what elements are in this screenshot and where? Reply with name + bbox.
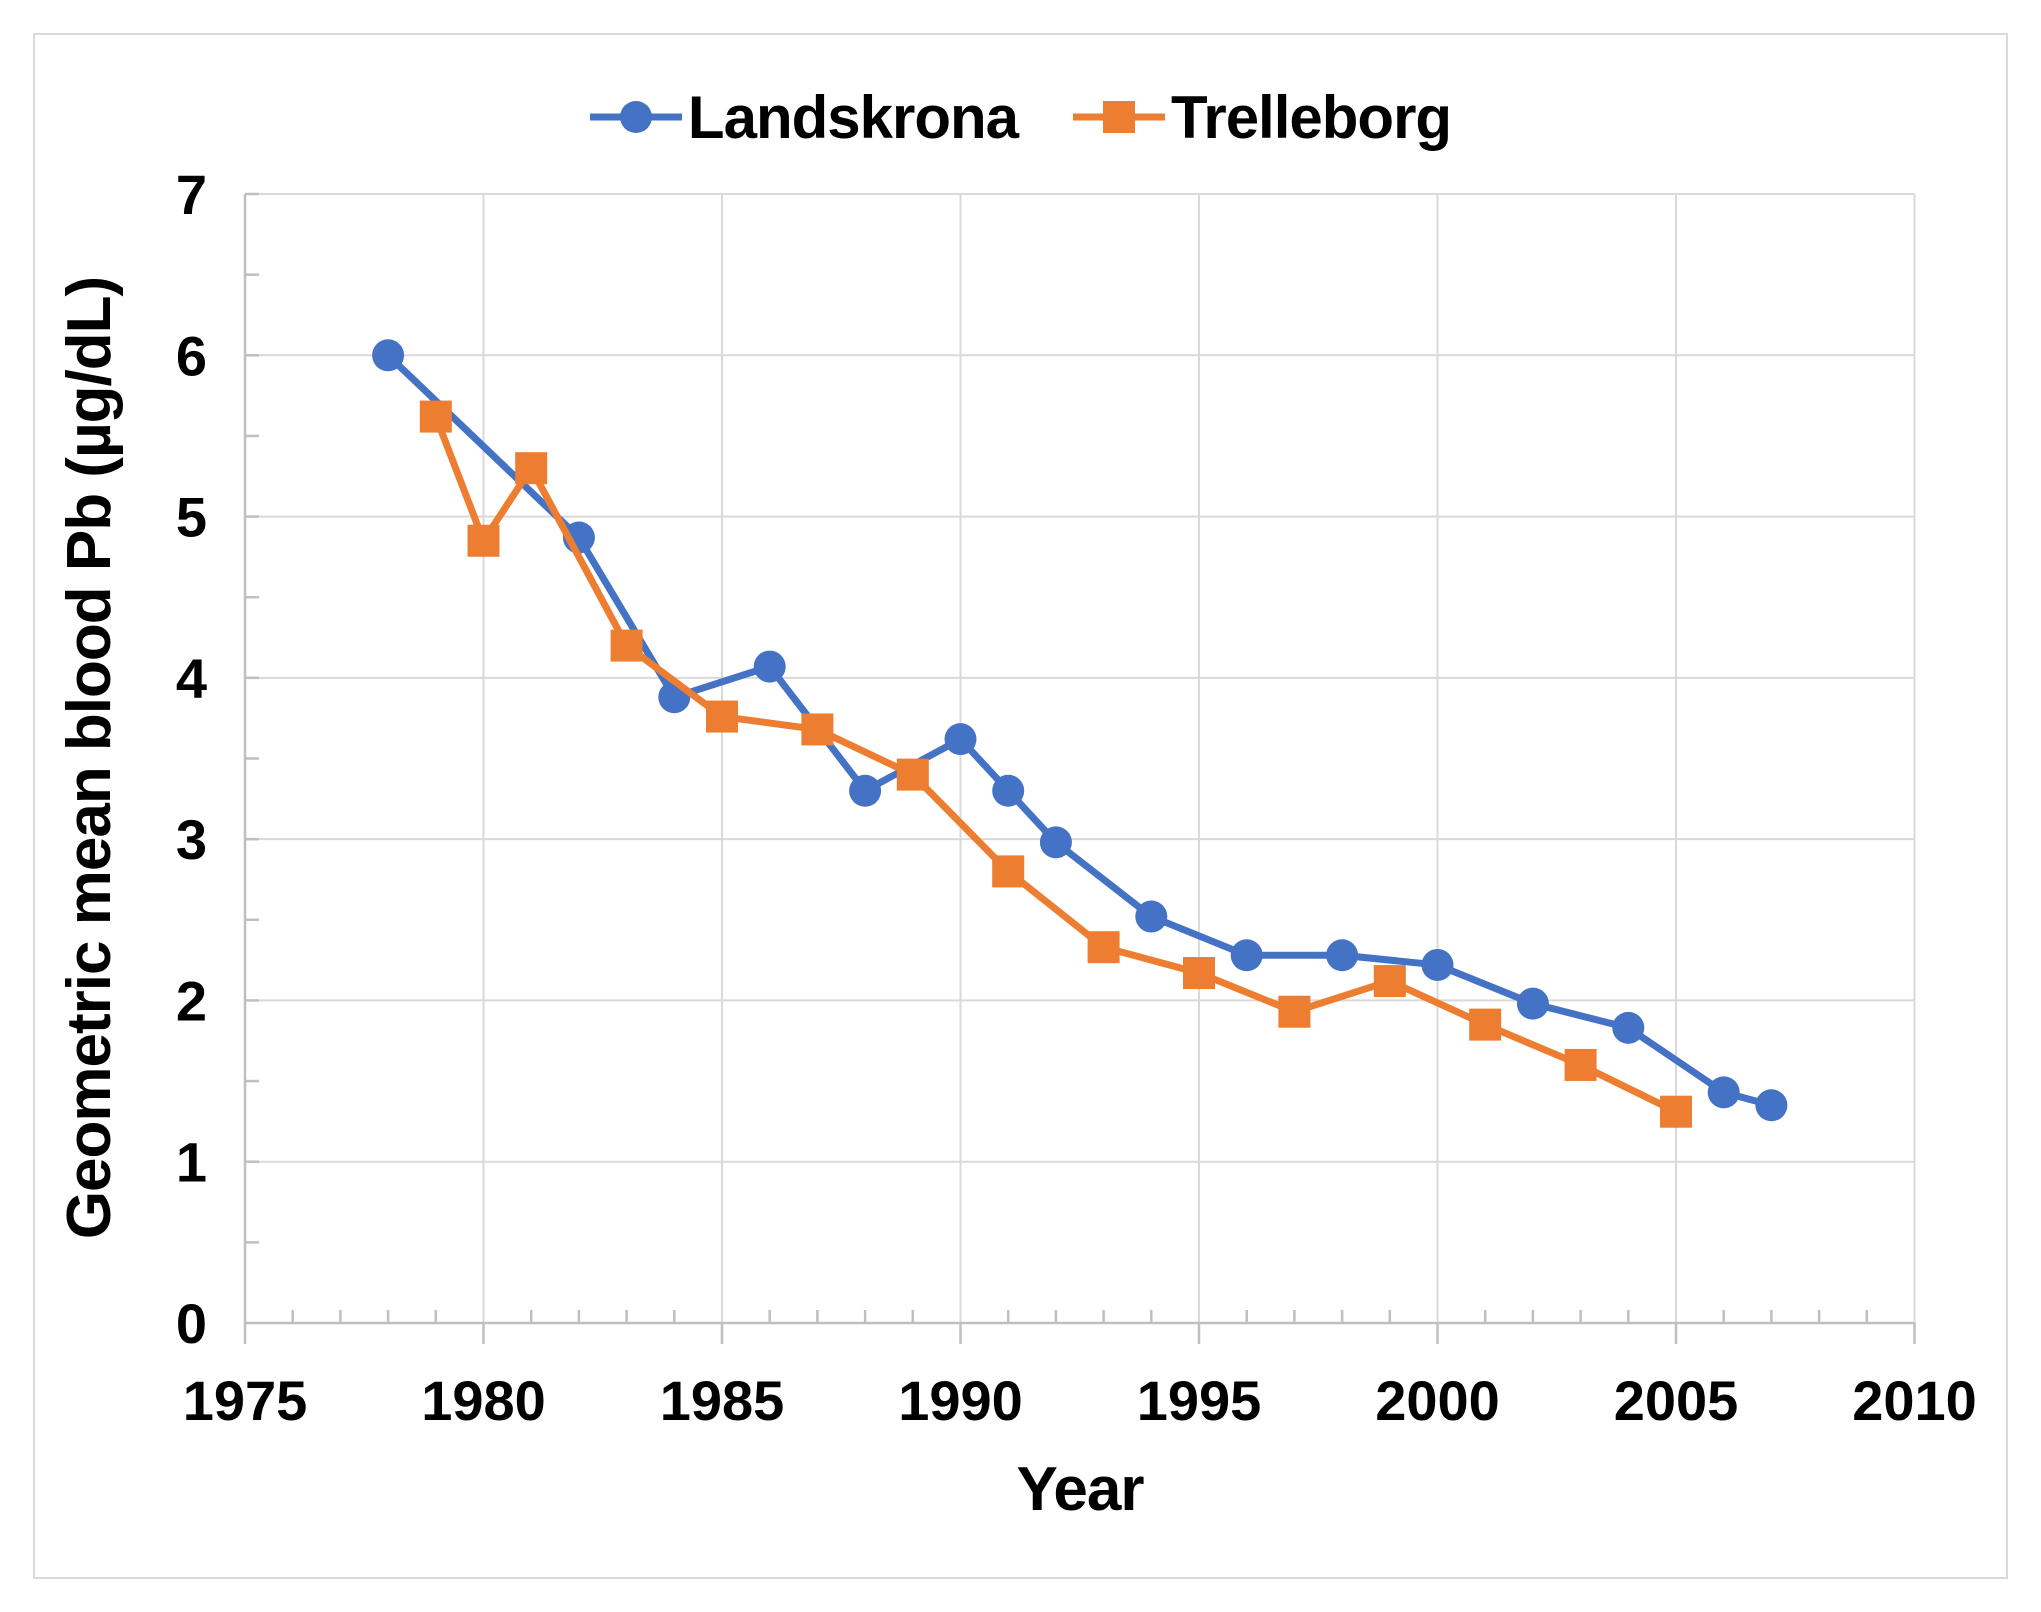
data-point [801,713,834,746]
data-point [1278,995,1311,1028]
data-point [992,855,1025,888]
series-line [385,352,1773,1109]
x-tick-labels: 1975 1980 1985 1990 1995 2000 2005 2010 [183,1369,1977,1432]
series-landskrona [372,339,1788,1122]
x-tick-label: 2000 [1375,1369,1500,1432]
data-point [1421,948,1454,981]
data-point [1135,900,1168,933]
data-point [896,758,929,791]
data-point [753,650,786,683]
data-point [467,524,500,557]
square-marker-icon [1073,101,1165,133]
data-point [419,400,452,433]
x-tick-label: 2010 [1852,1369,1977,1432]
y-tick-label: 5 [176,486,207,549]
y-axis-title: Geometric mean blood Pb (µg/dL) [55,276,124,1240]
data-point [1707,1076,1740,1109]
data-point [1230,939,1263,972]
x-tick-label: 1975 [183,1369,308,1432]
x-axis-title: Year [1016,1455,1144,1524]
data-point [1087,931,1120,964]
y-tick-labels: 0 1 2 3 4 5 6 7 [176,163,207,1355]
data-point [1469,1008,1502,1041]
legend-label: Trelleborg [1171,83,1452,151]
legend-item-landskrona: Landskrona [589,83,1019,152]
y-tick-label: 1 [176,1131,207,1194]
x-tick-label: 1995 [1137,1369,1262,1432]
data-point [1564,1048,1597,1081]
data-point [1660,1095,1692,1128]
data-point [944,723,977,756]
data-point [1183,957,1215,990]
x-tick-label: 1980 [421,1369,546,1432]
data-point [1373,965,1406,998]
data-point [706,700,738,733]
data-point [1516,987,1549,1020]
legend-item-trelleborg: Trelleborg [1073,83,1452,152]
y-tick-label: 3 [176,808,207,871]
x-tick-label: 2005 [1614,1369,1739,1432]
data-point [372,339,405,372]
data-point [610,629,643,662]
x-tick-label: 1990 [898,1369,1023,1432]
y-tick-label: 6 [176,324,207,387]
data-point [1612,1011,1645,1044]
y-tick-label: 4 [176,647,207,710]
series-line [432,415,1678,1115]
data-point [1755,1089,1788,1122]
series-trelleborg [419,400,1692,1128]
y-tick-label: 2 [176,969,207,1032]
chart-legend: Landskrona Trelleborg [0,72,2041,162]
data-point [849,774,882,807]
data-point [1326,939,1359,972]
legend-label: Landskrona [687,83,1019,151]
data-point [515,452,548,485]
data-point [992,774,1025,807]
y-tick-label: 0 [176,1292,207,1355]
circle-marker-icon [589,101,682,133]
y-tick-label: 7 [176,163,207,226]
gridlines [245,193,1916,1323]
axes [243,192,1916,1344]
x-tick-label: 1985 [660,1369,785,1432]
data-point [1039,826,1072,859]
